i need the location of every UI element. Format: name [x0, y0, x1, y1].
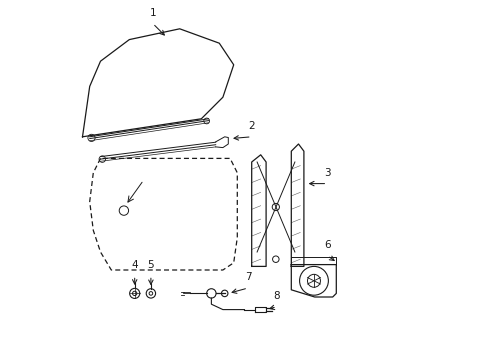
Text: 3: 3	[324, 168, 330, 178]
Text: 7: 7	[244, 272, 251, 282]
Text: 8: 8	[273, 291, 280, 301]
Text: 1: 1	[149, 8, 156, 18]
Text: 5: 5	[147, 260, 154, 270]
Text: 4: 4	[131, 260, 138, 270]
Text: 6: 6	[324, 240, 330, 250]
Text: 2: 2	[248, 121, 254, 131]
